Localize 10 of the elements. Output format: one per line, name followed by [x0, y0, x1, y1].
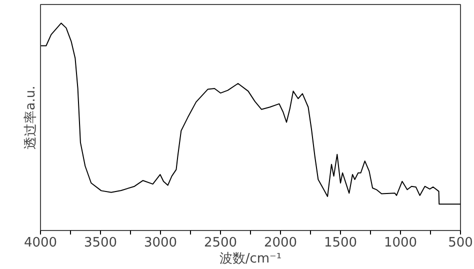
x-tick-label: 1500: [324, 236, 358, 250]
x-tick-label: 3000: [144, 236, 178, 250]
x-tick-label: 1000: [384, 236, 418, 250]
x-tick-label: 500: [448, 236, 473, 250]
x-tick-label: 2000: [264, 236, 298, 250]
y-axis-title: 透过率a.u.: [22, 86, 38, 150]
x-tick-label: 2500: [204, 236, 238, 250]
x-tick-label: 3500: [84, 236, 118, 250]
x-tick-label: 4000: [24, 236, 58, 250]
x-axis-title: 波数/cm⁻¹: [219, 252, 282, 266]
